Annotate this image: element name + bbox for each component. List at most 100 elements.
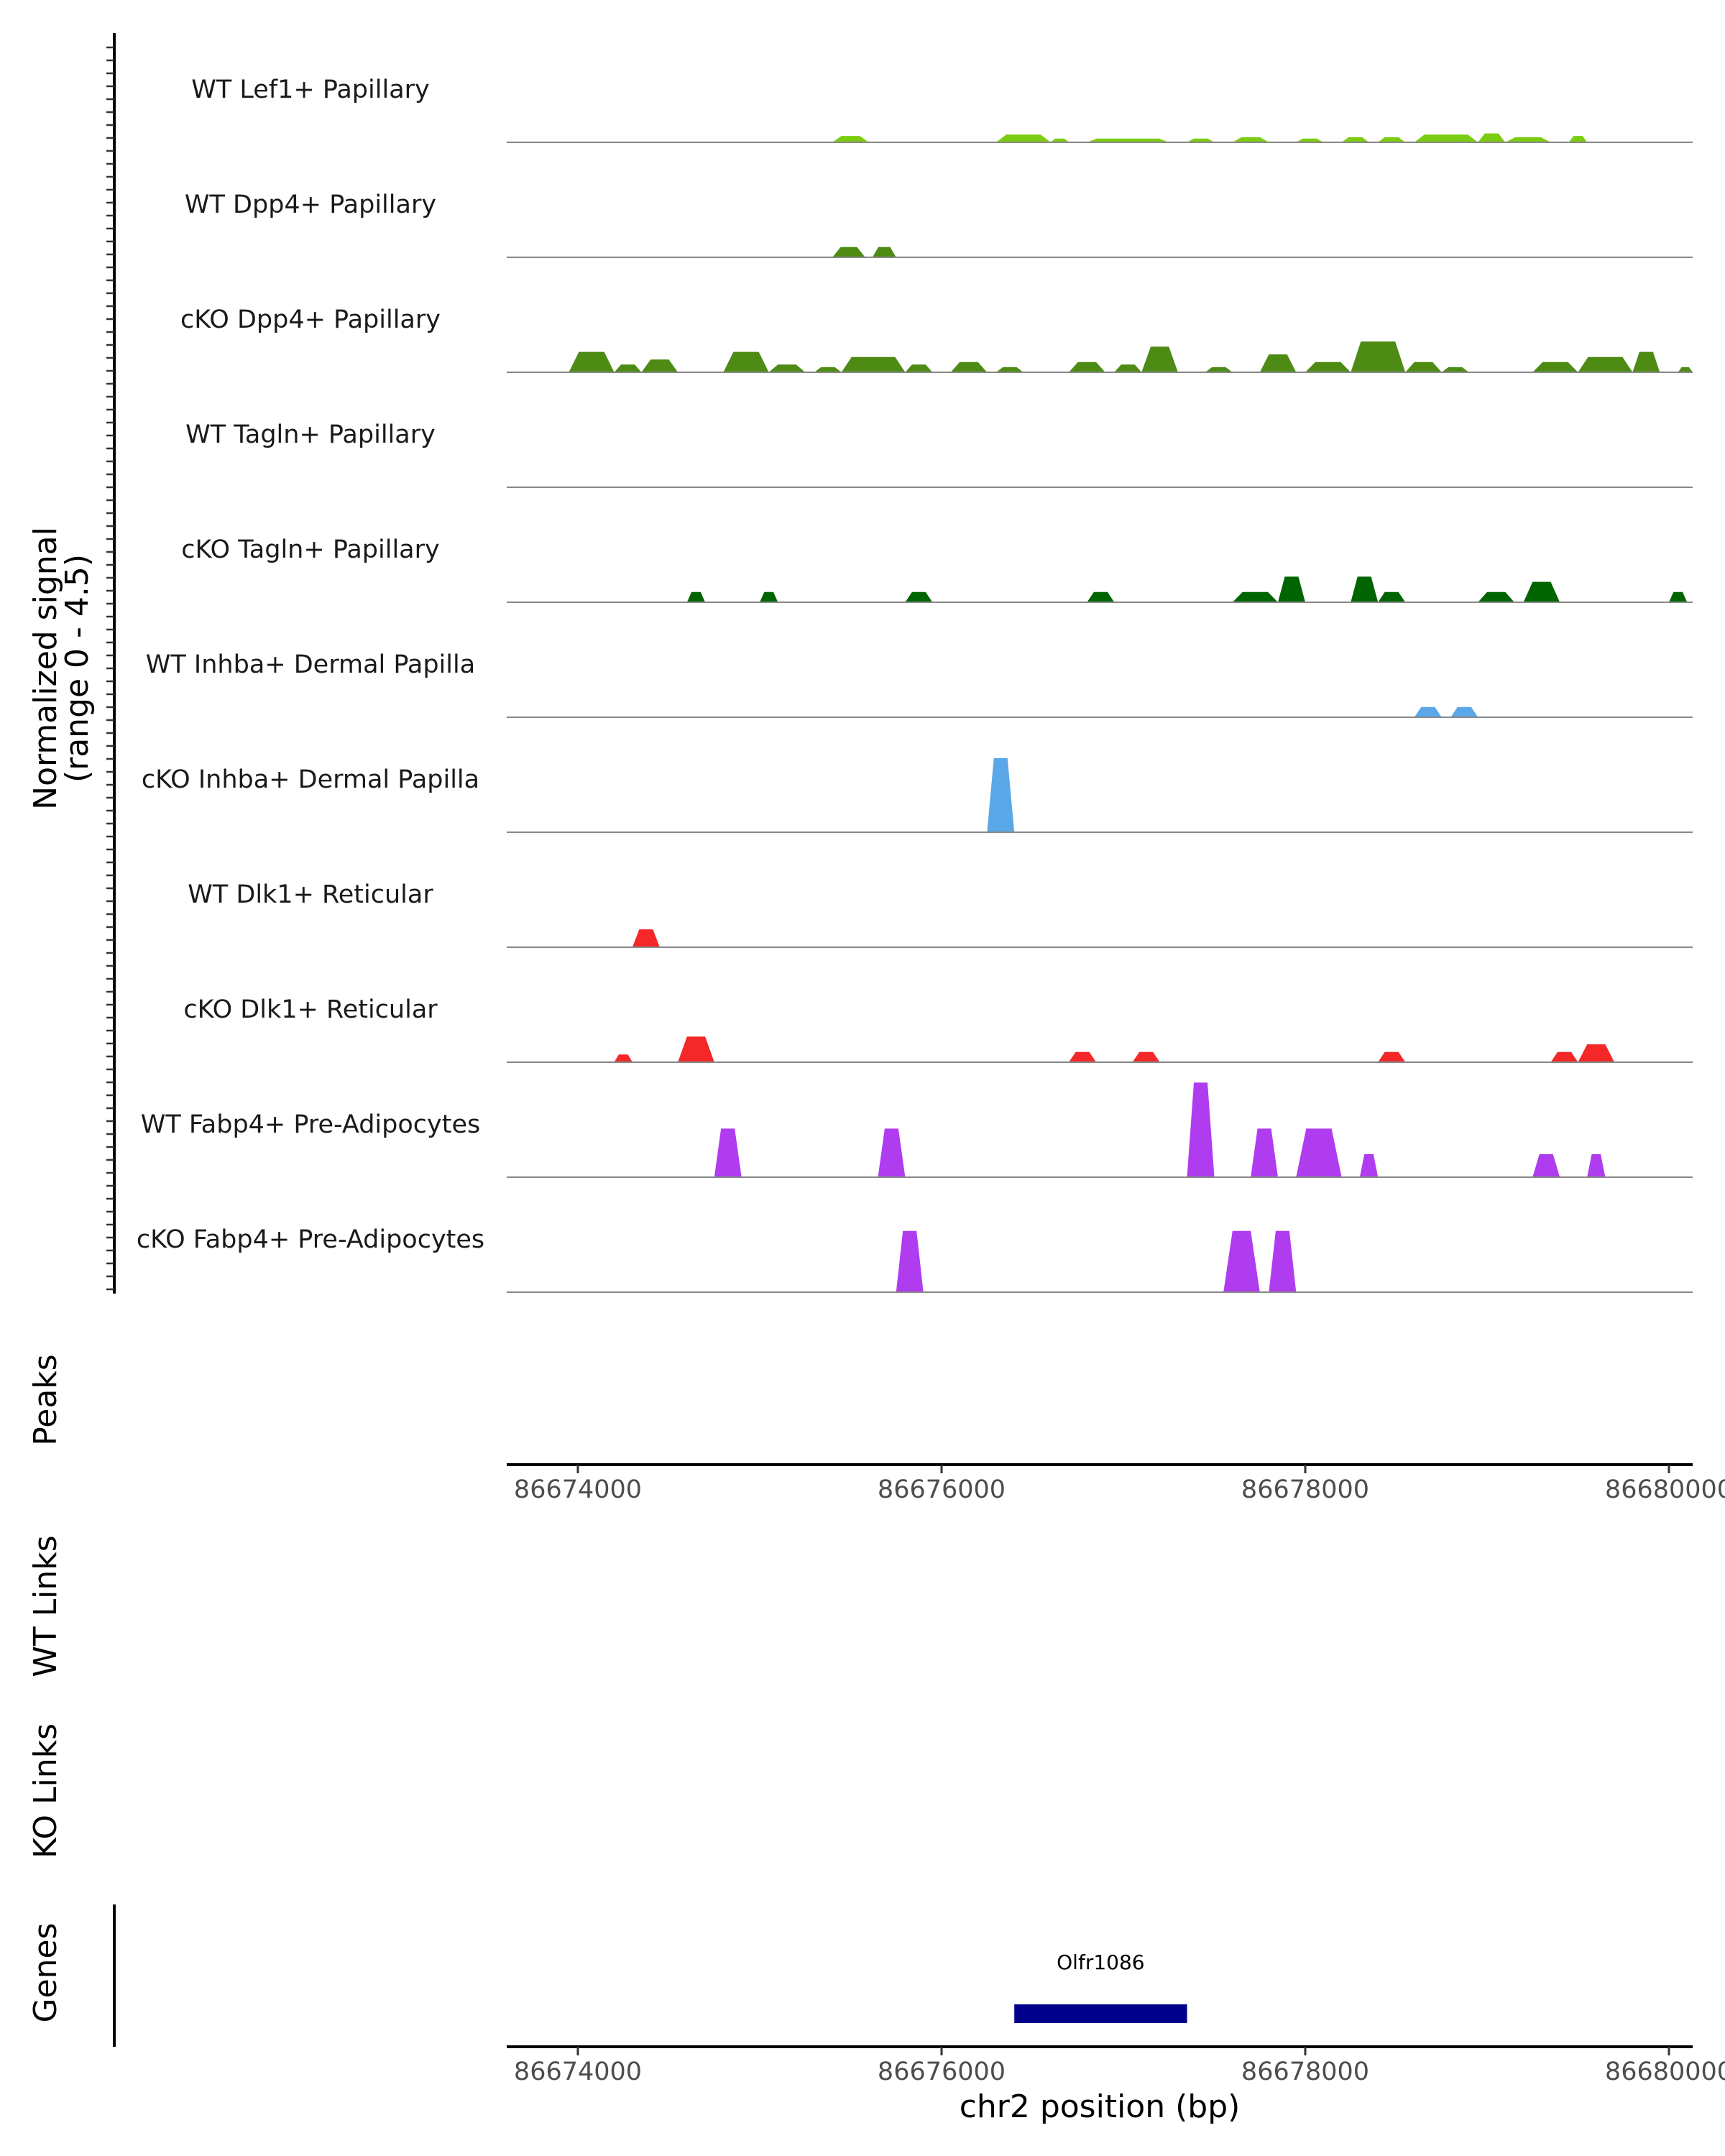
signal-peak (1550, 1051, 1578, 1062)
signal-peak (1305, 361, 1351, 372)
signal-peak (1414, 706, 1442, 717)
signal-peak (1223, 1230, 1260, 1292)
track-label: cKO Tagln+ Papillary (181, 535, 440, 564)
signal-peak (814, 367, 842, 372)
signal-peak (905, 591, 933, 602)
coverage-panel: WT Lef1+ Papillary WT Dpp4+ Papillary cKO … (137, 75, 1693, 1293)
signal-peak (1532, 1154, 1560, 1177)
signal-peak (1205, 367, 1233, 372)
signal-peak (760, 591, 778, 602)
signal-peak (1505, 137, 1551, 142)
signal-peak (1251, 1128, 1278, 1177)
track-label: cKO Inhba+ Dermal Papilla (142, 765, 479, 794)
track-7: cKO Inhba+ Dermal Papilla (142, 757, 1693, 833)
track-label: WT Tagln+ Papillary (185, 420, 436, 449)
x-axis-title: chr2 position (bp) (960, 2088, 1241, 2125)
signal-peak (1187, 138, 1215, 142)
signal-peak (1578, 1044, 1615, 1062)
signal-peak (1523, 581, 1560, 602)
signal-peak (1532, 361, 1578, 372)
track-6: WT Inhba+ Dermal Papilla (146, 650, 1693, 718)
signal-peak (1259, 354, 1297, 372)
track-label: WT Dlk1+ Reticular (188, 880, 433, 909)
genes-x-axis: 86674000 86676000 86678000 86680000 (514, 2047, 1725, 2086)
signal-peak (1296, 138, 1324, 142)
x-tick-label: 86676000 (878, 2058, 1006, 2086)
signal-peak (1450, 706, 1478, 717)
signal-peak (1187, 1082, 1215, 1177)
signal-peak (1087, 138, 1169, 142)
signal-peak (1296, 1128, 1342, 1177)
signal-peak (641, 359, 678, 372)
signal-peak (1132, 1051, 1160, 1062)
signal-y-axis-ticks (106, 46, 114, 1291)
signal-peak (1678, 367, 1693, 372)
track-10: WT Fabp4+ Pre-Adipocytes (141, 1082, 1693, 1178)
track-label: cKO Fabp4+ Pre-Adipocytes (137, 1225, 484, 1254)
gene-label: Olfr1086 (1057, 1950, 1144, 1974)
signal-peak (1578, 356, 1633, 372)
x-tick-label: 86674000 (514, 2058, 642, 2086)
signal-peak (1341, 137, 1369, 142)
track-4: WT Tagln+ Papillary (185, 420, 1693, 488)
signal-peak (1351, 576, 1379, 602)
signal-peak (1378, 591, 1406, 602)
signal-peak (614, 364, 642, 372)
signal-peak (1359, 1154, 1379, 1177)
x-tick-label: 86680000 (1605, 2058, 1725, 2086)
signal-peak (1441, 367, 1469, 372)
signal-peak (841, 356, 906, 372)
signal-peak (1378, 137, 1406, 142)
signal-peak (987, 757, 1015, 832)
x-tick-label: 86674000 (514, 1475, 642, 1504)
signal-peak (896, 1230, 924, 1292)
track-label: WT Dpp4+ Papillary (185, 190, 436, 219)
signal-peak (1478, 133, 1506, 142)
wt-links-panel-label: WT Links (27, 1535, 64, 1677)
signal-peak (1069, 361, 1105, 372)
signal-peak (1232, 591, 1278, 602)
signal-peak (1141, 346, 1178, 372)
signal-peak (632, 929, 660, 947)
signal-peak (1669, 591, 1688, 602)
track-label: WT Lef1+ Papillary (191, 75, 430, 104)
signal-peak (1278, 576, 1305, 602)
track-label: cKO Dlk1+ Reticular (183, 995, 438, 1024)
signal-peak (678, 1036, 714, 1062)
gene-body (1014, 2004, 1187, 2023)
signal-peak (832, 247, 865, 257)
signal-peak (995, 134, 1051, 142)
x-tick-label: 86678000 (1241, 1475, 1369, 1504)
signal-peak (832, 136, 869, 142)
signal-peak (905, 364, 933, 372)
signal-peak (1405, 361, 1442, 372)
track-label: WT Inhba+ Dermal Papilla (146, 650, 475, 679)
ko-links-panel-label: KO Links (27, 1723, 64, 1858)
track-8: WT Dlk1+ Reticular (188, 880, 1693, 948)
track-2: WT Dpp4+ Papillary (185, 190, 1693, 258)
genes-panel-label: Genes (27, 1922, 64, 2022)
x-tick-label: 86676000 (878, 1475, 1006, 1504)
signal-peak (1087, 591, 1115, 602)
signal-peak (1269, 1230, 1297, 1292)
track-label: cKO Dpp4+ Papillary (180, 305, 441, 334)
track-3: cKO Dpp4+ Papillary (180, 305, 1693, 373)
signal-peak (614, 1054, 632, 1062)
signal-peak (569, 351, 615, 372)
signal-peak (995, 367, 1024, 372)
signal-peak (1587, 1154, 1606, 1177)
signal-peak (878, 1128, 906, 1177)
signal-peak (950, 361, 988, 372)
peaks-x-axis: 86674000 86676000 86678000 86680000 (514, 1465, 1725, 1504)
track-label: WT Fabp4+ Pre-Adipocytes (141, 1110, 480, 1139)
signal-peak (768, 364, 806, 372)
y-axis-subtitle: (range 0 - 4.5) (59, 554, 96, 783)
x-tick-label: 86680000 (1605, 1475, 1725, 1504)
track-11: cKO Fabp4+ Pre-Adipocytes (137, 1225, 1693, 1293)
signal-peak (1414, 134, 1478, 142)
y-axis-title: Normalized signal (27, 527, 64, 810)
x-tick-label: 86678000 (1241, 2058, 1369, 2086)
signal-peak (1378, 1051, 1406, 1062)
signal-peak (686, 591, 706, 602)
